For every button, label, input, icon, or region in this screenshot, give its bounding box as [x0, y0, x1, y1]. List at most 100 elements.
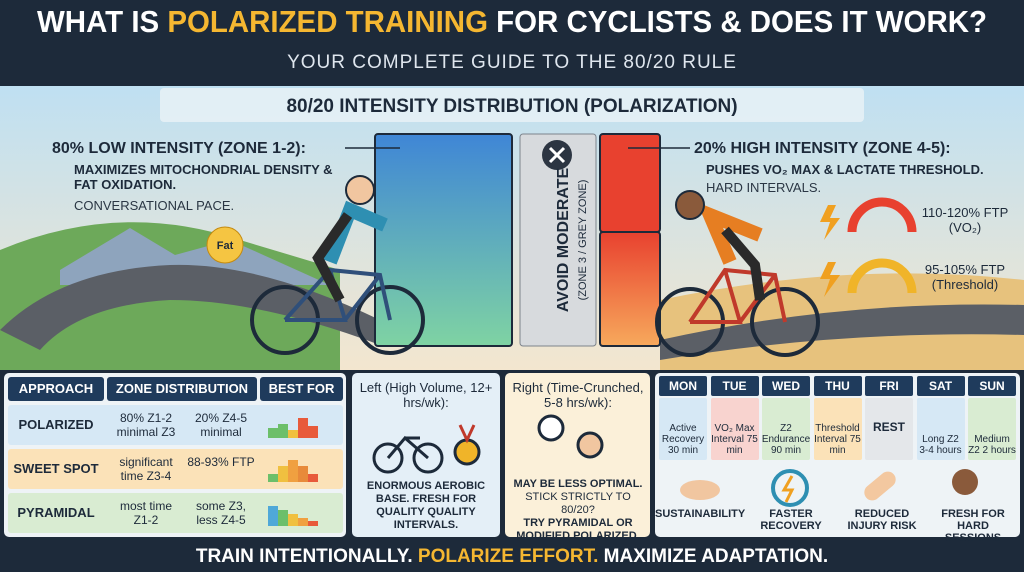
decoration [781, 475, 795, 503]
gauge-sub: (Threshold) [931, 277, 999, 292]
decoration [576, 431, 604, 459]
low-text: MAXIMIZES MITOCHONDRIAL DENSITY & FAT OX… [74, 162, 333, 192]
day-name: MON [659, 376, 707, 396]
panel-icons [372, 414, 604, 474]
benefit-label: FRESH FOR HARD SESSIONS [941, 508, 1005, 544]
decoration [750, 287, 820, 357]
left-text: ENORMOUS AEROBIC BASE. FRESH FOR QUALITY… [366, 480, 486, 531]
table-header: BEST FOR [260, 377, 343, 401]
decoration [288, 460, 298, 482]
title-part: WHAT IS [37, 4, 167, 39]
zone-low: significant time Z3-4 [119, 455, 173, 483]
gauges [820, 197, 917, 297]
day-plan: Long Z2 3-4 hours [916, 398, 965, 460]
table-header: ZONE DISTRIBUTION [107, 377, 257, 401]
decoration [288, 514, 298, 526]
right-heading: Right (Time-Crunched, 5-8 hrs/wk): [512, 380, 644, 410]
hero-title: 80/20 INTENSITY DISTRIBUTION (POLARIZATI… [286, 96, 738, 117]
gauge-label-1: 110-120% FTP (VO₂) [915, 205, 1015, 235]
high-heading: 20% HIGH INTENSITY (ZONE 4-5): [694, 140, 951, 157]
decoration [847, 197, 917, 233]
decoration [308, 521, 318, 526]
road-right [660, 304, 1024, 360]
decoration [820, 262, 840, 297]
decoration [323, 200, 388, 265]
header-band [0, 0, 1024, 86]
table-header: APPROACH [8, 377, 104, 401]
day-plan: Threshold Interval 75 min [813, 398, 862, 460]
right-line: TRY PYRAMIDAL OR MODIFIED POLARIZED. [516, 517, 640, 542]
row-bg [8, 493, 343, 533]
day-plan: Active Recovery 30 min [659, 398, 707, 460]
low-heading: 80% LOW INTENSITY (ZONE 1-2): [52, 140, 306, 157]
main-title: WHAT IS POLARIZED TRAINING FOR CYCLISTS … [37, 4, 987, 39]
decoration [820, 205, 840, 240]
approach-name: SWEET SPOT [13, 461, 99, 476]
zone-high: 20% Z4-5 minimal [194, 411, 248, 439]
cyclist-left [250, 175, 425, 355]
high-note: HARD INTERVALS. [706, 180, 822, 195]
gauge-sub: (VO₂) [948, 220, 982, 235]
footer-band [0, 540, 1024, 572]
gauge-value: 110-120% FTP [921, 205, 1009, 220]
decoration [537, 414, 565, 442]
zone-low: 80% Z1-2 minimal Z3 [116, 411, 176, 439]
footer-slogan: TRAIN INTENTIONALLY. POLARIZE EFFORT. MA… [196, 546, 828, 567]
high-text: PUSHES VO₂ MAX & LACTATE THRESHOLD. [706, 162, 984, 177]
day-name: SAT [916, 376, 965, 396]
decoration [372, 442, 404, 474]
decoration [458, 424, 476, 444]
zone-high: 88-93% FTP [187, 455, 255, 469]
decoration [268, 428, 278, 438]
right-line: MAY BE LESS OPTIMAL. [513, 478, 643, 490]
decoration [345, 175, 375, 205]
decoration [288, 430, 298, 438]
day-plan: REST [865, 398, 913, 460]
decoration [453, 438, 481, 466]
decoration [952, 469, 978, 495]
decoration [268, 506, 278, 526]
cyclist-right [655, 190, 820, 357]
right-line: STICK STRICTLY TO 80/20? [525, 491, 631, 516]
moderate-zone [519, 133, 597, 347]
decoration [298, 466, 308, 482]
decoration [308, 426, 318, 438]
decoration [847, 258, 917, 294]
decoration [298, 418, 308, 438]
day-name: WED [762, 376, 810, 396]
decoration [268, 474, 278, 482]
low-note: CONVERSATIONAL PACE. [74, 198, 235, 213]
decoration [278, 466, 288, 482]
approach-name: POLARIZED [18, 417, 94, 432]
subtitle: YOUR COMPLETE GUIDE TO THE 80/20 RULE [287, 52, 737, 73]
benefit-label: REDUCED INJURY RISK [847, 508, 917, 532]
zone-high: some Z3, less Z4-5 [195, 499, 246, 527]
left-heading: Left (High Volume, 12+ hrs/wk): [359, 380, 493, 410]
benefit-label: FASTER RECOVERY [760, 508, 822, 532]
decoration [355, 285, 425, 355]
decoration [771, 469, 809, 507]
day-plan: Medium Z2 2 hours [968, 398, 1016, 460]
right-panel [505, 373, 650, 537]
decoration [312, 212, 353, 303]
row-bg [8, 449, 343, 489]
avoid-x [548, 146, 566, 164]
decoration [278, 510, 288, 526]
slogan-part: TRAIN INTENTIONALLY. [196, 546, 413, 567]
day-plan: VO₂ Max Interval 75 min [710, 398, 759, 460]
day-name: FRI [865, 376, 913, 396]
decoration [308, 474, 318, 482]
decoration [675, 190, 705, 220]
low-intensity-bar [374, 133, 513, 347]
title-part: FOR CYCLISTS & DOES IT WORK? [488, 4, 987, 39]
moderate-sublabel: (ZONE 3 / GREY ZONE) [577, 180, 589, 301]
decoration [696, 202, 763, 265]
decoration [864, 471, 896, 501]
moderate-label: AVOID MODERATE [555, 168, 572, 313]
decoration [278, 424, 288, 438]
gauge-value: 95-105% FTP [924, 262, 1006, 277]
row-bg [8, 405, 343, 445]
gauge-label-2: 95-105% FTP (Threshold) [915, 262, 1015, 292]
